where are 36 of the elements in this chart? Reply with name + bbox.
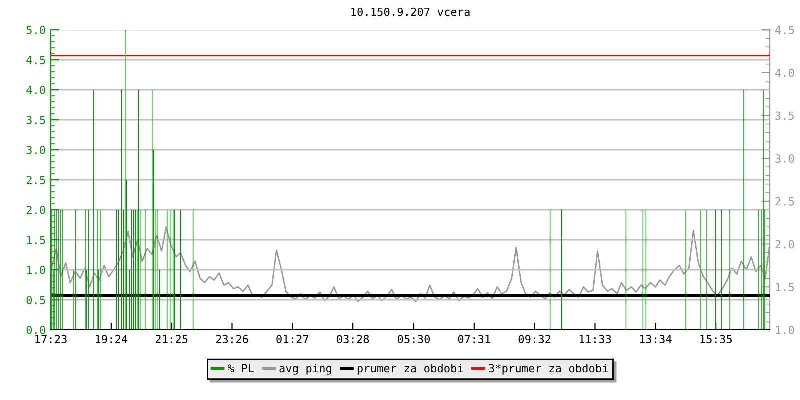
legend-label: % PL [228, 364, 254, 372]
x-tick-label: 19:24 [96, 335, 128, 344]
y-tick-label: 1.5 [27, 236, 46, 244]
y-tick-label: 4.5 [26, 56, 46, 64]
y-tick-label: 4.0 [26, 86, 46, 94]
y-tick-label: 2.5 [26, 176, 46, 184]
x-tick-label: 01:27 [276, 335, 309, 344]
y2-tick-label: 1.5 [776, 283, 794, 292]
x-tick-label: 23:26 [216, 335, 248, 344]
y2-tick-label: 4.0 [775, 68, 794, 78]
chart-title: 10.150.9.207 vcera [352, 8, 470, 16]
y-tick-label: 0.5 [26, 296, 46, 304]
x-tick-label: 05:30 [398, 335, 430, 344]
x-tick-label: 03:28 [337, 335, 370, 344]
y2-tick-label: 3.5 [776, 112, 794, 120]
y-tick-label: 3.0 [26, 146, 46, 154]
legend-label: prumer za obdobi [358, 364, 464, 375]
y-tick-label: 1.0 [27, 266, 46, 274]
x-tick-label: 21:25 [156, 335, 188, 344]
y-tick-label: 3.5 [26, 116, 46, 124]
legend-label: avg ping [280, 364, 332, 375]
legend-label: 3*prumer za obdobi [489, 364, 608, 375]
x-tick-label: 13:34 [640, 335, 672, 344]
y-tick-label: 2.0 [26, 206, 46, 214]
x-tick-label: 07:31 [458, 335, 490, 344]
x-tick-label: 09:32 [518, 335, 551, 344]
x-tick-label: 17:23 [36, 335, 67, 344]
y2-tick-label: 1.0 [776, 326, 794, 334]
x-tick-label: 15:35 [700, 335, 732, 344]
y-tick-label: 0.0 [26, 326, 46, 334]
y2-tick-label: 3.0 [776, 154, 794, 163]
x-tick-label: 11:33 [580, 335, 612, 344]
y2-tick-label: 2.5 [776, 197, 794, 206]
y2-tick-label: 2.0 [776, 240, 794, 249]
y2-tick-label: 4.5 [775, 26, 794, 34]
y-tick-label: 5.0 [26, 26, 46, 34]
